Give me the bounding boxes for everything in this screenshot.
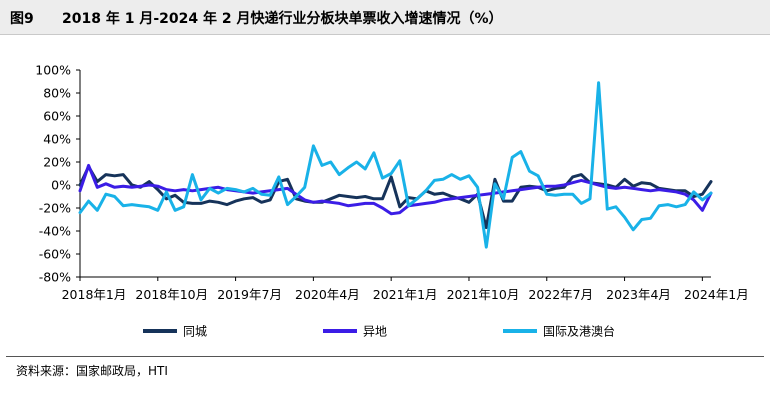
x-tick-label: 2020年4月	[295, 287, 360, 302]
series-line-同城	[78, 165, 713, 230]
legend-item: 同城	[143, 325, 207, 339]
chart-title: 2018 年 1 月-2024 年 2 月快递行业分板块单票收入增速情况（%）	[62, 11, 503, 27]
legend-label: 国际及港澳台	[543, 324, 615, 339]
x-tick-label: 2022年7月	[528, 287, 593, 302]
y-tick-label: 60%	[43, 109, 71, 124]
legend: 同城 异地 国际及港澳台	[143, 324, 615, 339]
x-tick-label: 2024年1月	[684, 287, 749, 302]
legend-item: 国际及港澳台	[503, 324, 615, 339]
x-tick-label: 2019年7月	[217, 287, 282, 302]
legend-label: 同城	[183, 325, 207, 339]
y-tick-label: -40%	[39, 224, 71, 239]
y-tick-label: 40%	[43, 132, 71, 147]
source-note: 资料来源：国家邮政局，HTI	[16, 364, 168, 378]
line-chart: -80% -60% -40% -20% 0% 20% 40% 60% 80% 100% 2018年…	[35, 63, 749, 339]
source-divider	[6, 356, 764, 357]
series-lines	[78, 81, 713, 249]
y-tick-label: -80%	[39, 270, 71, 285]
x-tick-label: 2021年10月	[447, 287, 520, 302]
x-tick-label: 2023年4月	[606, 287, 671, 302]
y-tick-label: 80%	[43, 86, 71, 101]
y-tick-label: 20%	[43, 155, 71, 170]
legend-label: 异地	[363, 325, 387, 339]
y-tick-label: -60%	[39, 247, 71, 262]
x-axis: 2018年1月 2018年10月 2019年7月 2020年4月 2021年1月 2021…	[62, 276, 749, 302]
y-tick-label: 0%	[51, 178, 71, 193]
x-tick-label: 2018年10月	[135, 287, 208, 302]
y-tick-label: 100%	[35, 63, 71, 78]
x-tick-label: 2021年1月	[373, 287, 438, 302]
y-tick-label: -20%	[39, 201, 71, 216]
legend-item: 异地	[323, 325, 387, 339]
figure-header: 图9 2018 年 1 月-2024 年 2 月快递行业分板块单票收入增速情况（…	[0, 0, 770, 35]
series-line-国际及港澳台	[78, 81, 713, 249]
x-tick-label: 2018年1月	[62, 287, 127, 302]
y-axis: -80% -60% -40% -20% 0% 20% 40% 60% 80% 100%	[35, 63, 81, 285]
figure-label: 图9	[10, 11, 34, 27]
